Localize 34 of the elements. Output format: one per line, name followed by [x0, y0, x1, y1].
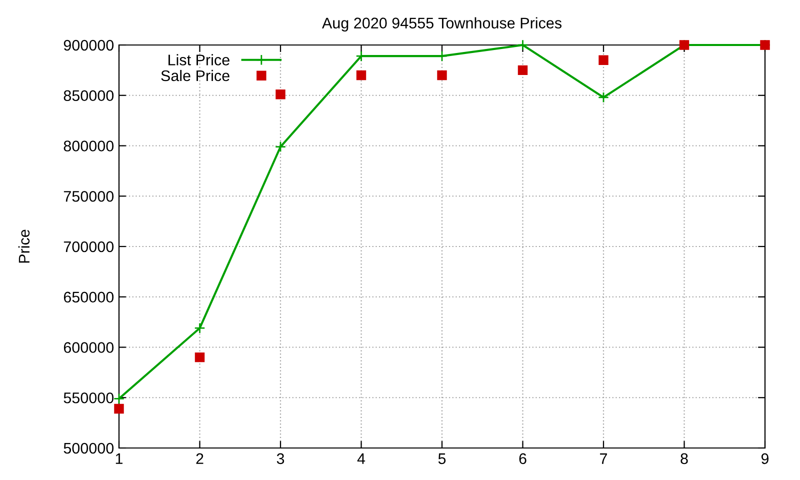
x-tick-label: 5 — [438, 453, 446, 464]
y-tick-label: 700000 — [64, 241, 114, 252]
x-tick-label: 9 — [761, 453, 769, 464]
point — [113, 393, 125, 404]
legend-label: Sale Price — [161, 70, 230, 82]
y-tick-label: 800000 — [64, 140, 114, 152]
chart-title: Aug 2020 94555 Townhouse Prices — [322, 17, 562, 32]
y-tick-label: 500000 — [64, 442, 114, 454]
y-tick-label: 850000 — [64, 90, 114, 102]
x-tick-label: 8 — [680, 453, 688, 464]
x-tick-label: 7 — [600, 453, 607, 464]
point — [114, 404, 124, 414]
point — [274, 141, 286, 152]
x-tick-label: 3 — [276, 453, 284, 464]
point — [517, 39, 528, 51]
point — [276, 90, 286, 100]
point — [194, 322, 206, 334]
point — [518, 65, 528, 76]
y-axis-title: Price — [18, 230, 30, 263]
y-tick-label: 750000 — [64, 190, 114, 202]
x-tick-label: 2 — [196, 453, 204, 464]
x-tick-label: 6 — [519, 453, 526, 464]
x-tick-label: 4 — [357, 453, 366, 464]
y-tick-label: 600000 — [64, 342, 114, 353]
point — [598, 55, 608, 65]
point — [356, 70, 366, 80]
point — [437, 70, 447, 80]
legend-label: List Price — [168, 54, 230, 66]
x-tick-label: 1 — [116, 453, 123, 464]
y-tick-label: 550000 — [64, 392, 114, 404]
y-tick-label: 900000 — [64, 40, 114, 51]
point — [194, 352, 205, 362]
point — [598, 92, 610, 103]
y-tick-label: 650000 — [64, 292, 114, 303]
